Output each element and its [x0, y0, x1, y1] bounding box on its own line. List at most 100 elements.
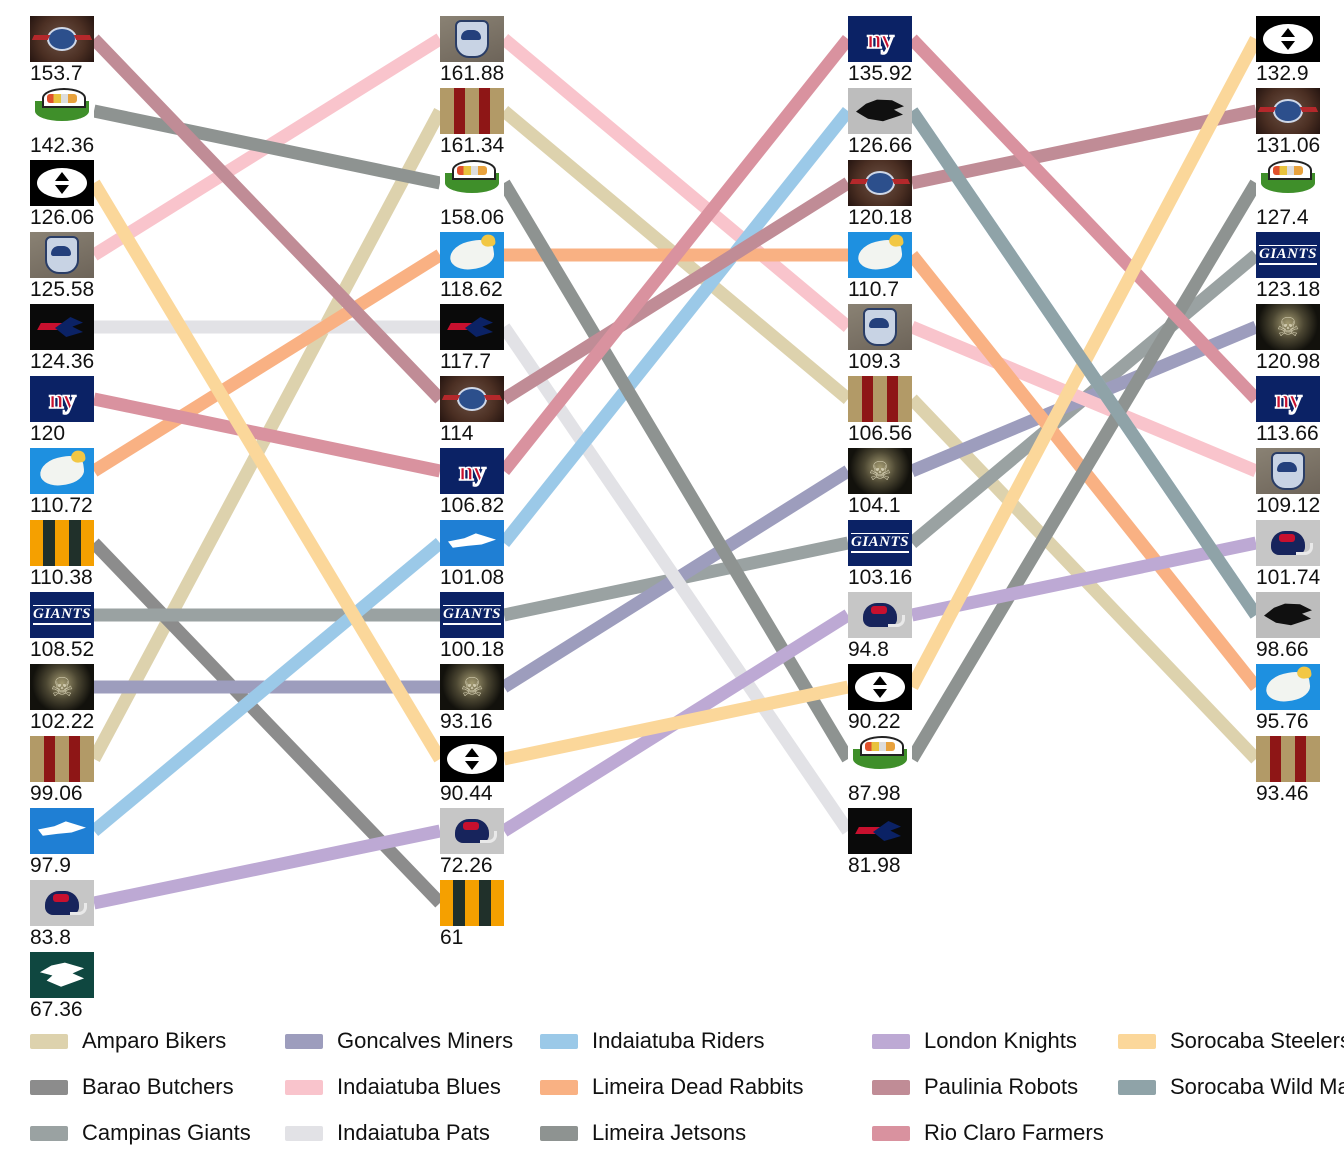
rabbits-logo[interactable] — [30, 448, 94, 494]
mares-logo[interactable] — [848, 88, 912, 134]
miners-logo[interactable]: ☠ — [848, 448, 912, 494]
steelers-logo[interactable] — [30, 160, 94, 206]
team-node[interactable]: 81.98 — [848, 808, 912, 876]
team-node[interactable]: 72.26 — [440, 808, 504, 876]
steelers-logo[interactable] — [848, 664, 912, 710]
campinas-logo[interactable]: GIANTS — [848, 520, 912, 566]
knights-logo[interactable] — [440, 808, 504, 854]
legend-item[interactable]: Goncalves Miners — [285, 1028, 513, 1054]
blues-logo[interactable] — [1256, 448, 1320, 494]
blues-logo[interactable] — [30, 232, 94, 278]
bikers-logo[interactable] — [848, 376, 912, 422]
ny-logo[interactable]: ny — [30, 376, 94, 422]
team-node[interactable]: 158.06 — [440, 160, 504, 228]
team-node[interactable]: 110.72 — [30, 448, 94, 516]
team-node[interactable]: ny 113.66 — [1256, 376, 1320, 444]
bikers-logo[interactable] — [440, 88, 504, 134]
robots-logo[interactable] — [440, 376, 504, 422]
team-node[interactable]: 161.34 — [440, 88, 504, 156]
team-node[interactable]: ny 106.82 — [440, 448, 504, 516]
team-node[interactable]: 95.76 — [1256, 664, 1320, 732]
blues-logo[interactable] — [848, 304, 912, 350]
jetsons-logo[interactable] — [30, 88, 94, 134]
team-node[interactable]: 109.12 — [1256, 448, 1320, 516]
mares-logo[interactable] — [1256, 592, 1320, 638]
rabbits-logo[interactable] — [848, 232, 912, 278]
team-node[interactable]: 117.7 — [440, 304, 504, 372]
legend-item[interactable]: Indaiatuba Pats — [285, 1120, 490, 1146]
team-node[interactable]: ☠ 102.22 — [30, 664, 94, 732]
steelers-logo[interactable] — [440, 736, 504, 782]
riders-logo[interactable] — [440, 520, 504, 566]
team-node[interactable]: 126.66 — [848, 88, 912, 156]
rabbits-logo[interactable] — [440, 232, 504, 278]
team-node[interactable]: GIANTS 123.18 — [1256, 232, 1320, 300]
team-node[interactable]: 83.8 — [30, 880, 94, 948]
knights-logo[interactable] — [30, 880, 94, 926]
team-node[interactable]: 126.06 — [30, 160, 94, 228]
campinas-logo[interactable]: GIANTS — [440, 592, 504, 638]
team-node[interactable]: 94.8 — [848, 592, 912, 660]
team-node[interactable]: 101.74 — [1256, 520, 1320, 588]
blues-logo[interactable] — [440, 16, 504, 62]
legend-item[interactable]: Indaiatuba Blues — [285, 1074, 501, 1100]
legend-item[interactable]: Rio Claro Farmers — [872, 1120, 1104, 1146]
team-node[interactable]: 61 — [440, 880, 504, 948]
ny-logo[interactable]: ny — [1256, 376, 1320, 422]
team-node[interactable]: 87.98 — [848, 736, 912, 804]
team-node[interactable]: GIANTS 108.52 — [30, 592, 94, 660]
knights-logo[interactable] — [1256, 520, 1320, 566]
jetsons-logo[interactable] — [1256, 160, 1320, 206]
team-node[interactable]: 101.08 — [440, 520, 504, 588]
team-node[interactable]: 124.36 — [30, 304, 94, 372]
campinas-logo[interactable]: GIANTS — [30, 592, 94, 638]
pats-logo[interactable] — [440, 304, 504, 350]
butchers-logo[interactable] — [30, 952, 94, 998]
team-node[interactable]: GIANTS 103.16 — [848, 520, 912, 588]
team-node[interactable]: 132.9 — [1256, 16, 1320, 84]
team-node[interactable]: 125.58 — [30, 232, 94, 300]
team-node[interactable]: ☠ 120.98 — [1256, 304, 1320, 372]
team-node[interactable]: GIANTS 100.18 — [440, 592, 504, 660]
team-node[interactable]: ☠ 104.1 — [848, 448, 912, 516]
pats-logo[interactable] — [848, 808, 912, 854]
legend-item[interactable]: Campinas Giants — [30, 1120, 251, 1146]
knights-logo[interactable] — [848, 592, 912, 638]
team-node[interactable]: 93.46 — [1256, 736, 1320, 804]
legend-item[interactable]: London Knights — [872, 1028, 1077, 1054]
team-node[interactable]: 90.44 — [440, 736, 504, 804]
ny-logo[interactable]: ny — [848, 16, 912, 62]
miners-logo[interactable]: ☠ — [440, 664, 504, 710]
bikers-logo[interactable] — [30, 736, 94, 782]
team-node[interactable]: 99.06 — [30, 736, 94, 804]
steelers-logo[interactable] — [1256, 16, 1320, 62]
team-node[interactable]: ☠ 93.16 — [440, 664, 504, 732]
team-node[interactable]: 114 — [440, 376, 504, 444]
legend-item[interactable]: Sorocaba Wild Mares — [1118, 1074, 1344, 1100]
farmers-logo[interactable] — [30, 520, 94, 566]
bikers-logo[interactable] — [1256, 736, 1320, 782]
robots-logo[interactable] — [1256, 88, 1320, 134]
team-node[interactable]: 131.06 — [1256, 88, 1320, 156]
team-node[interactable]: 110.7 — [848, 232, 912, 300]
rabbits-logo[interactable] — [1256, 664, 1320, 710]
miners-logo[interactable]: ☠ — [30, 664, 94, 710]
team-node[interactable]: 120.18 — [848, 160, 912, 228]
team-node[interactable]: 142.36 — [30, 88, 94, 156]
team-node[interactable]: 109.3 — [848, 304, 912, 372]
legend-item[interactable]: Paulinia Robots — [872, 1074, 1078, 1100]
legend-item[interactable]: Limeira Jetsons — [540, 1120, 746, 1146]
team-node[interactable]: ny 135.92 — [848, 16, 912, 84]
miners-logo[interactable]: ☠ — [1256, 304, 1320, 350]
legend-item[interactable]: Sorocaba Steelers — [1118, 1028, 1344, 1054]
team-node[interactable]: 67.36 — [30, 952, 94, 1020]
riders-logo[interactable] — [30, 808, 94, 854]
campinas-logo[interactable]: GIANTS — [1256, 232, 1320, 278]
robots-logo[interactable] — [848, 160, 912, 206]
team-node[interactable]: 161.88 — [440, 16, 504, 84]
team-node[interactable]: 98.66 — [1256, 592, 1320, 660]
legend-item[interactable]: Limeira Dead Rabbits — [540, 1074, 804, 1100]
legend-item[interactable]: Amparo Bikers — [30, 1028, 226, 1054]
team-node[interactable]: 153.7 — [30, 16, 94, 84]
team-node[interactable]: 106.56 — [848, 376, 912, 444]
